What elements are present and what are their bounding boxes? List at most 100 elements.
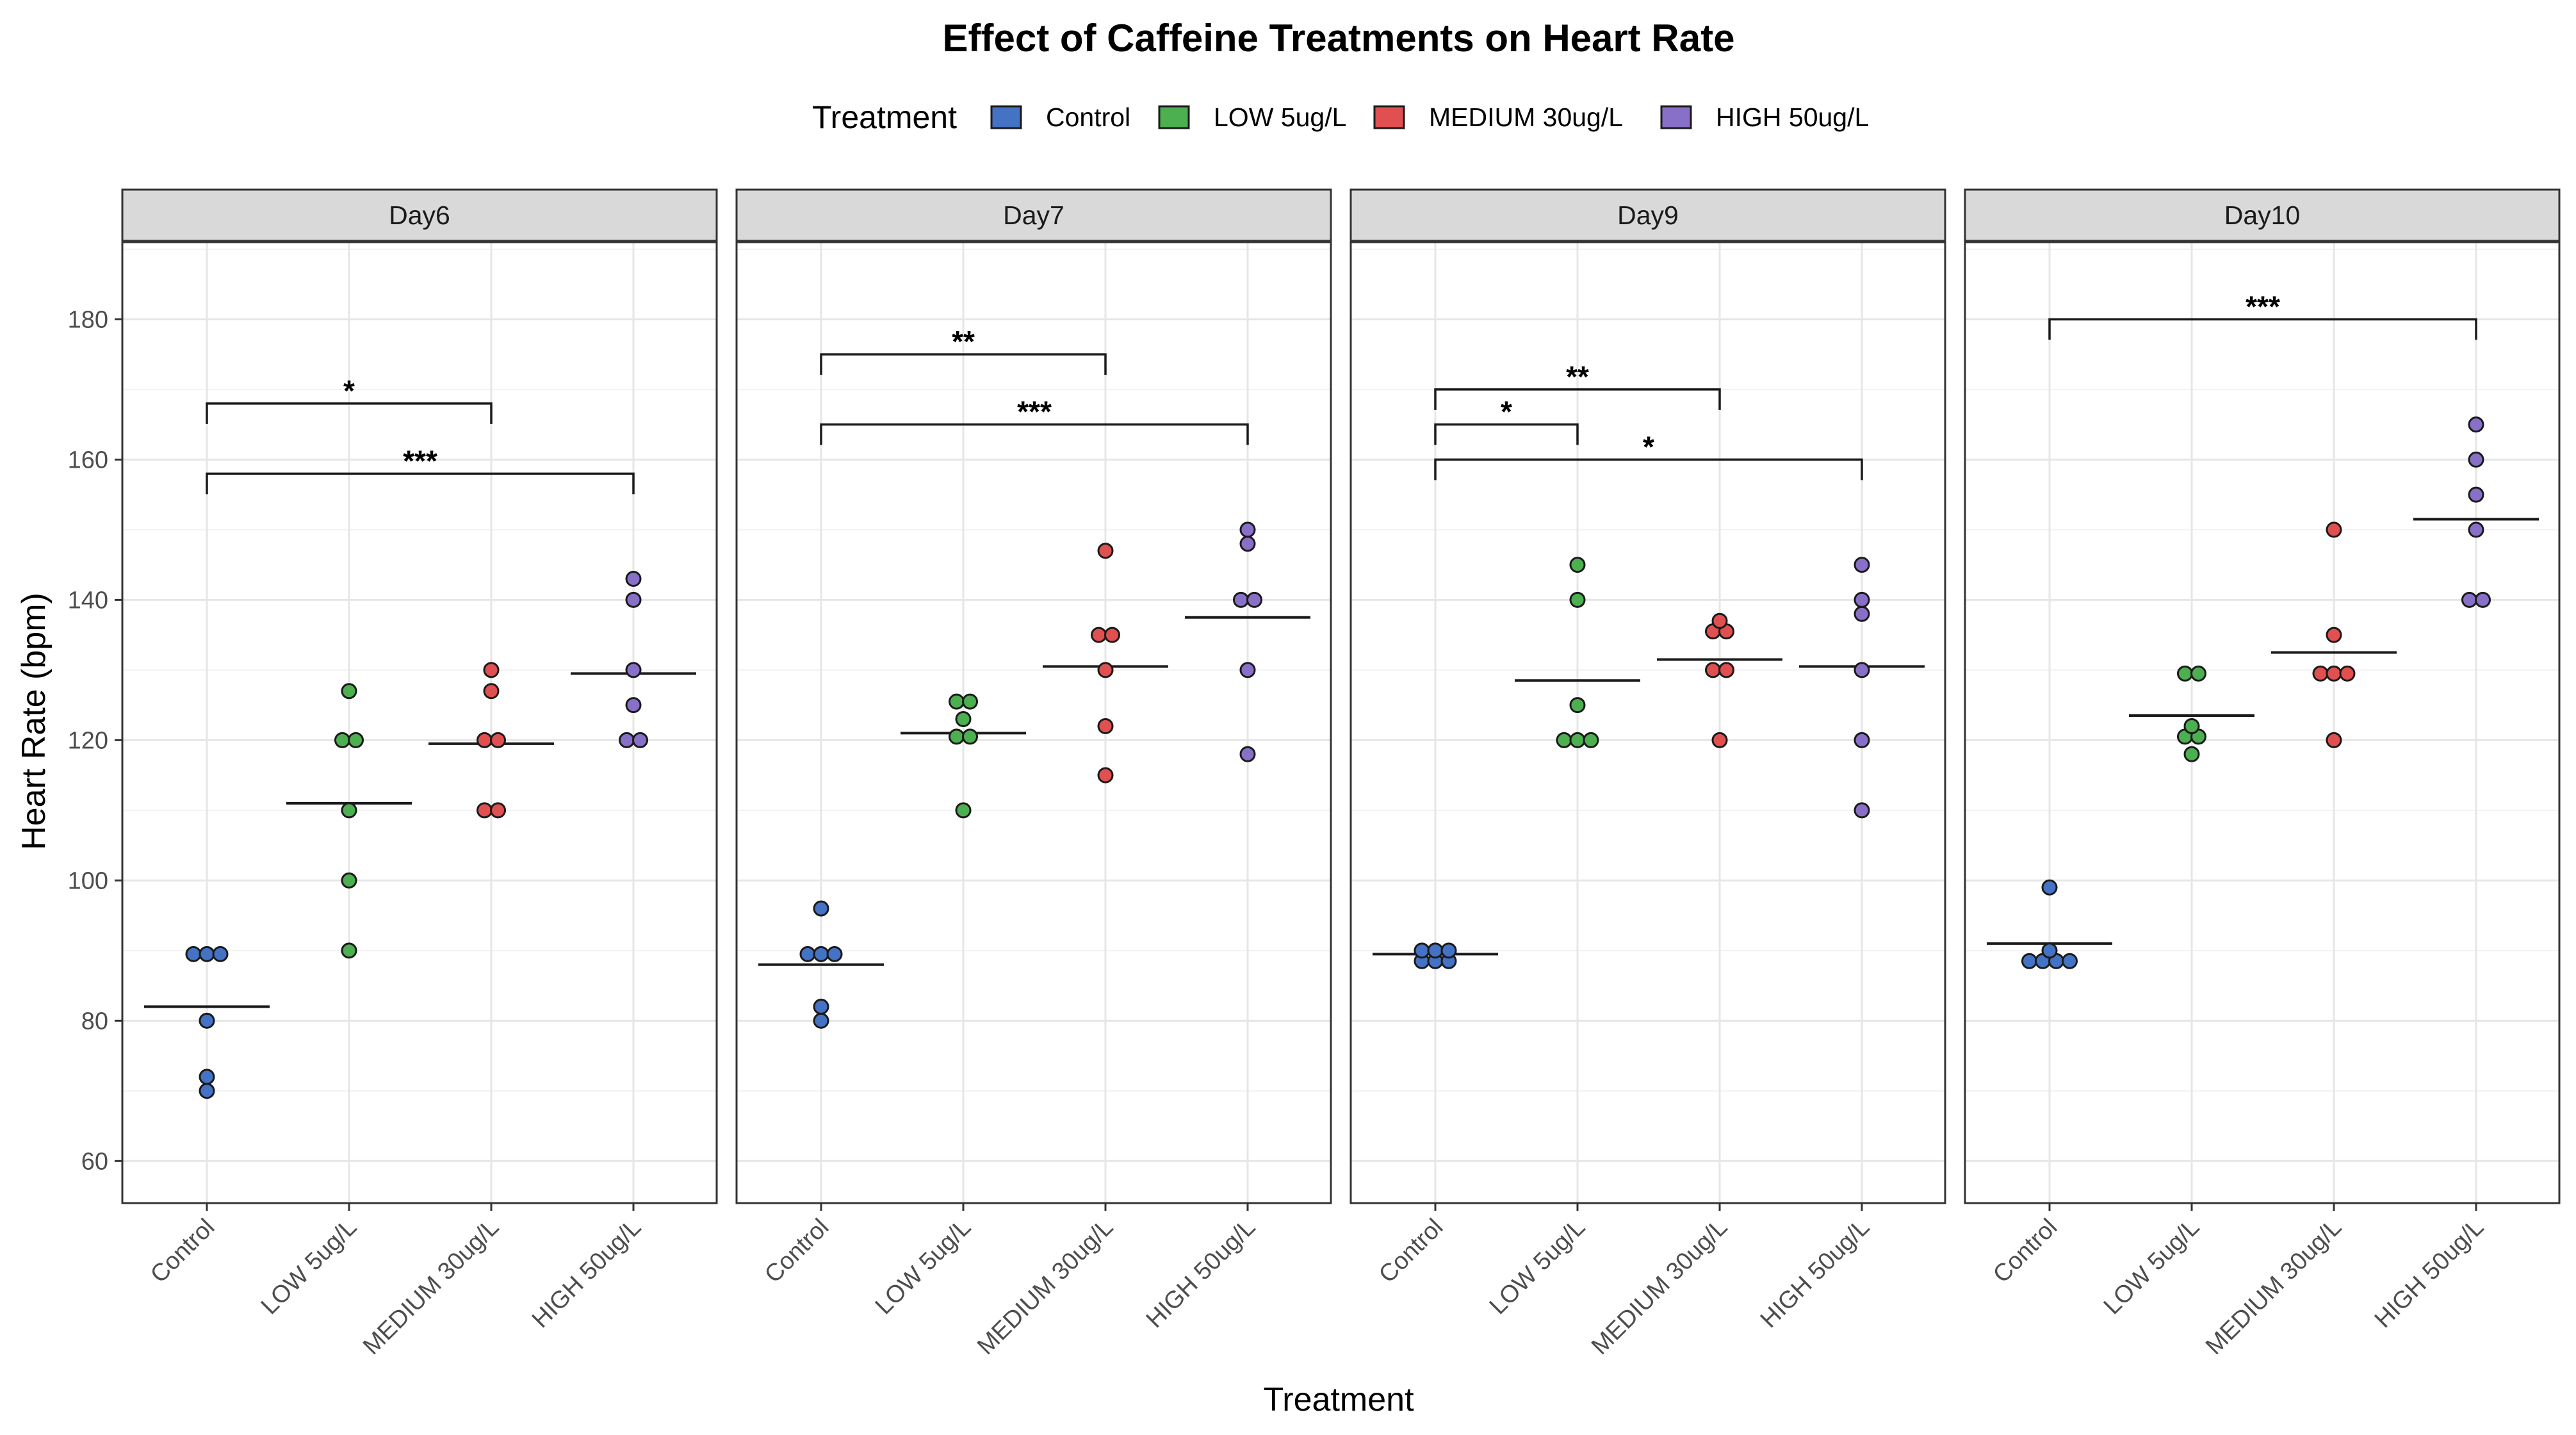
x-tick-label-medium-30ug-l: MEDIUM 30ug/L (358, 1214, 504, 1360)
point-medium-30ug-l (1097, 718, 1114, 734)
point-low-5ug-l (341, 683, 357, 700)
point-medium-30ug-l (2339, 665, 2356, 682)
y-tick-label: 180 (68, 306, 108, 333)
point-control (799, 946, 816, 962)
point-high-50ug-l (625, 591, 642, 608)
legend-swatch-control (990, 105, 1022, 129)
legend-item-low-5ug-l: LOW 5ug/L (1158, 102, 1346, 132)
point-low-5ug-l (955, 711, 972, 728)
point-control (1414, 942, 1430, 959)
point-low-5ug-l (341, 872, 357, 889)
point-control (1440, 942, 1457, 959)
point-medium-30ug-l (1091, 627, 1107, 643)
point-high-50ug-l (2468, 451, 2484, 468)
point-low-5ug-l (2183, 746, 2200, 762)
point-high-50ug-l (1239, 521, 1256, 538)
point-high-50ug-l (2468, 486, 2484, 503)
point-high-50ug-l (1239, 746, 1256, 762)
point-low-5ug-l (1569, 732, 1586, 748)
point-control (199, 946, 215, 962)
point-high-50ug-l (1246, 591, 1262, 608)
significance-label: *** (403, 444, 437, 477)
x-tick-label-medium-30ug-l: MEDIUM 30ug/L (1586, 1214, 1732, 1360)
x-tick-label-high-50ug-l: HIGH 50ug/L (527, 1214, 647, 1334)
y-tick-label: 160 (68, 447, 108, 473)
point-control (826, 946, 843, 962)
significance-label: ** (952, 325, 975, 358)
y-tick-label: 80 (81, 1008, 108, 1035)
x-axis-title: Treatment (1263, 1381, 1414, 1418)
y-tick-label: 140 (68, 587, 108, 614)
point-control (185, 946, 202, 962)
point-low-5ug-l (1583, 732, 1599, 748)
point-control (813, 946, 829, 962)
point-control (2041, 942, 2058, 959)
point-high-50ug-l (2468, 521, 2484, 538)
legend-label-high-50ug-l: HIGH 50ug/L (1716, 102, 1869, 132)
point-control (1427, 942, 1444, 959)
significance-bracket: ** (820, 325, 1107, 375)
point-high-50ug-l (1854, 591, 1870, 608)
grid-day7 (737, 242, 1331, 1203)
x-tick-label-medium-30ug-l: MEDIUM 30ug/L (972, 1214, 1118, 1360)
point-medium-30ug-l (1104, 627, 1120, 643)
point-low-5ug-l (341, 802, 357, 819)
significance-label: * (1501, 395, 1512, 429)
point-medium-30ug-l (2312, 665, 2329, 682)
x-tick-label-high-50ug-l: HIGH 50ug/L (1141, 1214, 1261, 1334)
strip-label-day9: Day9 (1617, 201, 1679, 230)
panel-border-day10 (1964, 241, 2561, 1204)
panel-day6: Day6 60 80 100 120 140 160 180 Control LOW 5ug/LM… (68, 188, 718, 1360)
x-tick-label-low-5ug-l: LOW 5ug/L (256, 1214, 363, 1320)
point-medium-30ug-l (490, 732, 506, 748)
x-tick-label-control: Control (145, 1214, 220, 1288)
point-control (212, 946, 229, 962)
legend-item-medium-30ug-l: MEDIUM 30ug/L (1373, 102, 1623, 132)
chart-title: Effect of Caffeine Treatments on Heart R… (943, 17, 1735, 60)
legend-swatch-low-5ug-l (1158, 105, 1190, 129)
point-high-50ug-l (1239, 662, 1256, 678)
y-tick-label: 120 (68, 727, 108, 754)
bracket-line (820, 423, 1249, 445)
point-low-5ug-l (962, 693, 978, 710)
point-control (813, 998, 829, 1015)
point-medium-30ug-l (477, 732, 493, 748)
point-medium-30ug-l (2326, 627, 2342, 643)
point-high-50ug-l (1854, 802, 1870, 819)
point-medium-30ug-l (1711, 732, 1728, 748)
point-medium-30ug-l (2326, 665, 2342, 682)
legend-label-low-5ug-l: LOW 5ug/L (1214, 102, 1346, 132)
point-medium-30ug-l (483, 683, 500, 700)
x-tick-label-control: Control (760, 1214, 834, 1288)
point-low-5ug-l (962, 728, 978, 745)
point-low-5ug-l (949, 693, 965, 710)
point-medium-30ug-l (1097, 543, 1114, 559)
x-tick-label-low-5ug-l: LOW 5ug/L (1485, 1214, 1591, 1320)
bracket-line (820, 353, 1107, 375)
point-low-5ug-l (334, 732, 350, 748)
panel-border-day9 (1349, 241, 1946, 1204)
significance-bracket: *** (820, 395, 1249, 445)
significance-bracket: *** (206, 444, 635, 495)
point-medium-30ug-l (1097, 767, 1114, 783)
panel-border-day6 (121, 241, 718, 1204)
point-control (813, 900, 829, 917)
point-high-50ug-l (2475, 591, 2491, 608)
grid-day10 (1965, 242, 2559, 1203)
point-high-50ug-l (1854, 662, 1870, 678)
legend-item-high-50ug-l: HIGH 50ug/L (1660, 102, 1869, 132)
point-medium-30ug-l (483, 662, 500, 678)
legend-swatch-high-50ug-l (1660, 105, 1692, 129)
point-high-50ug-l (1854, 732, 1870, 748)
significance-label: *** (2246, 290, 2280, 323)
point-medium-30ug-l (1097, 662, 1114, 678)
significance-bracket: * (206, 374, 493, 424)
point-low-5ug-l (955, 802, 972, 819)
point-low-5ug-l (1569, 697, 1586, 714)
point-medium-30ug-l (477, 802, 493, 819)
grid-day6 (122, 242, 717, 1203)
